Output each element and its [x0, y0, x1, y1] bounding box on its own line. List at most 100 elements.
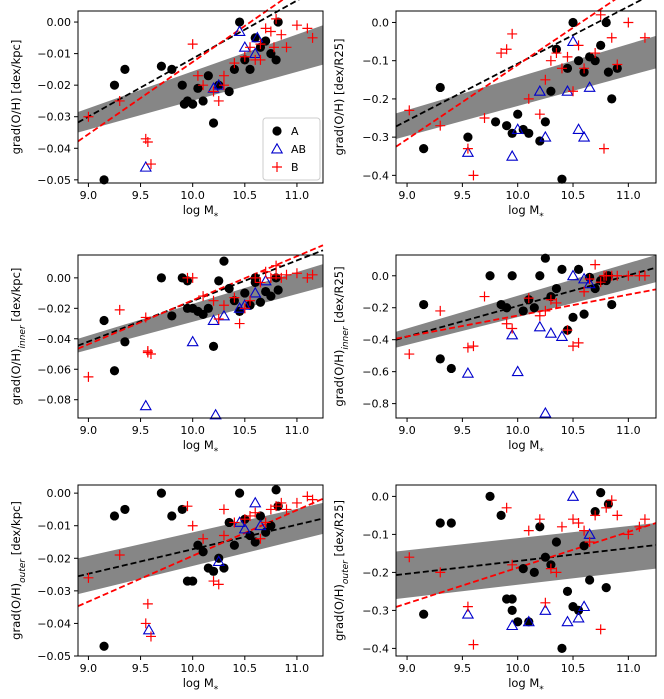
x-tick-label: 9.0: [398, 189, 416, 202]
data-point-a: [193, 540, 203, 550]
x-axis-label: log M*: [508, 438, 544, 457]
data-point-a: [271, 55, 281, 65]
data-point-b: [507, 323, 518, 334]
data-point-a: [551, 283, 562, 294]
data-point-ab: [186, 335, 199, 347]
data-point-b: [271, 13, 282, 24]
confidence-band: [78, 25, 323, 133]
data-point-b: [187, 272, 198, 283]
data-point-b: [245, 295, 256, 306]
data-point-a: [485, 271, 495, 281]
data-point-b: [142, 598, 153, 609]
data-point-b: [534, 310, 545, 321]
data-point-ab: [522, 615, 535, 627]
data-point-a: [271, 485, 281, 495]
data-point-ab: [207, 314, 220, 325]
data-point-a: [177, 504, 187, 515]
data-point-b: [556, 63, 567, 74]
data-point-ab: [254, 519, 267, 531]
data-point-a: [99, 315, 109, 326]
data-point-b: [250, 272, 261, 283]
data-point-b: [606, 32, 617, 43]
x-tick-label: 9.5: [132, 662, 150, 675]
data-point-a: [266, 291, 276, 301]
data-point-a: [208, 341, 219, 352]
data-point-a: [156, 273, 167, 283]
data-point-a: [234, 17, 245, 27]
y-axis-label-subscript: inner: [18, 324, 28, 348]
x-tick-label: 9.5: [454, 189, 472, 202]
fit-line-all: [77, 0, 300, 124]
data-point-b: [198, 533, 209, 544]
data-point-a: [540, 117, 550, 127]
data-point-a: [524, 617, 534, 627]
data-point-b: [595, 624, 606, 635]
data-point-a: [224, 283, 234, 294]
data-point-b: [302, 491, 313, 502]
y-axis-label-unit: [dex/kpc]: [9, 501, 23, 559]
data-point-b: [523, 525, 534, 536]
x-tick-label: 10.5: [561, 189, 586, 202]
data-point-ab: [572, 123, 585, 134]
x-axis-label-subscript: *: [539, 685, 544, 695]
data-point-ab: [511, 123, 524, 134]
data-point-b: [634, 521, 645, 532]
x-tick-label: 11.0: [285, 424, 310, 437]
y-tick-label: −0.05: [37, 174, 71, 187]
data-point-ab: [539, 130, 552, 142]
data-point-b: [501, 44, 512, 55]
data-point-b: [501, 502, 512, 513]
data-point-ab: [139, 399, 152, 411]
data-point-b: [501, 318, 512, 329]
data-point-b: [291, 497, 302, 508]
data-point-ab: [561, 615, 574, 627]
data-point-b: [281, 504, 292, 515]
data-point-a: [540, 253, 550, 263]
data-point-b: [182, 501, 193, 512]
data-point-b: [213, 579, 224, 590]
y-tick-label: −0.03: [37, 585, 71, 598]
data-point-b: [260, 266, 271, 277]
data-point-ab: [212, 555, 225, 566]
data-point-b: [568, 514, 579, 525]
legend-label-b: B: [291, 161, 299, 174]
data-point-a: [109, 511, 120, 521]
data-point-a: [255, 297, 266, 307]
data-point-a: [167, 311, 177, 321]
data-point-b: [639, 514, 650, 525]
plot-frame: [77, 484, 324, 657]
data-point-b: [579, 63, 590, 74]
fit-line-all: [395, 544, 657, 576]
data-point-b: [540, 305, 551, 316]
x-tick-label: 10.5: [233, 662, 258, 675]
data-point-b: [579, 286, 590, 297]
x-tick-label: 10.0: [180, 189, 205, 202]
data-point-a: [490, 117, 501, 127]
data-point-b: [534, 109, 545, 120]
data-point-ab: [461, 366, 475, 378]
data-point-b: [568, 86, 579, 97]
data-point-a: [229, 64, 239, 74]
data-point-b: [302, 272, 313, 283]
plot-frame: [395, 484, 657, 657]
y-tick-label: 0.0: [372, 270, 390, 283]
data-point-ab: [142, 623, 156, 635]
data-point-b: [208, 86, 219, 97]
data-point-ab: [577, 130, 591, 142]
data-point-b: [218, 70, 229, 81]
data-point-ab: [583, 81, 596, 92]
x-axis-label: log M*: [183, 676, 219, 695]
plot-frame: [395, 10, 657, 184]
data-point-b: [83, 572, 94, 583]
data-point-b: [468, 341, 479, 352]
data-point-a: [109, 80, 120, 90]
data-point-a: [419, 144, 429, 154]
data-point-a: [579, 541, 589, 551]
data-point-a: [266, 521, 276, 531]
data-point-a: [435, 354, 445, 364]
x-tick-label: 10.5: [561, 662, 586, 675]
data-point-a: [419, 609, 429, 619]
legend-marker-b: [272, 162, 282, 172]
data-point-a: [601, 583, 611, 593]
data-point-ab: [566, 490, 580, 501]
